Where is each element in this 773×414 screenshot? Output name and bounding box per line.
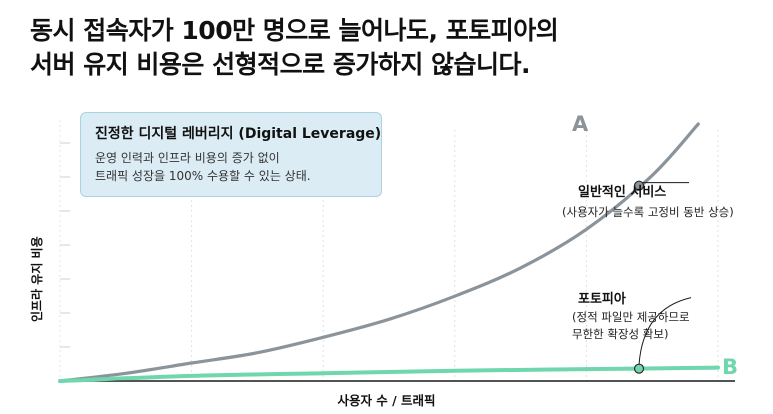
highlight-points <box>633 180 645 374</box>
general-service-title: 일반적인 서비스 <box>578 185 667 200</box>
headline: 동시 접속자가 100만 명으로 늘어나도, 포토피아의 서버 유지 비용은 선… <box>30 14 559 82</box>
series-b-label: B <box>722 355 739 379</box>
leaders <box>638 182 692 365</box>
series <box>58 122 720 383</box>
headline-line-2: 서버 유지 비용은 선형적으로 증가하지 않습니다. <box>30 50 531 79</box>
photopia-desc-line-1: (정적 파일만 제공하므로 <box>572 310 690 324</box>
highlight-point-a <box>633 180 645 191</box>
general-service-desc: (사용자가 늘수록 고정비 동반 상승) <box>562 205 734 219</box>
info-box-line-1: 운영 인력과 인프라 비용의 증가 없이 <box>95 151 280 165</box>
photopia-desc-line-2: 무한한 확장성 확보) <box>572 327 669 341</box>
info-box: 진정한 디지털 레버리지 (Digital Leverage) 운영 인력과 인… <box>80 112 382 197</box>
info-box-title: 진정한 디지털 레버리지 (Digital Leverage) <box>95 126 382 142</box>
highlight-point-b <box>633 363 645 374</box>
series-a-label: A <box>572 112 589 136</box>
series-line-a <box>58 122 700 383</box>
series-line-b <box>58 365 720 383</box>
leader-line-b <box>638 297 692 365</box>
headline-line-1: 동시 접속자가 100만 명으로 늘어나도, 포토피아의 <box>30 16 559 45</box>
y-axis-label: 인프라 유지 비용 <box>30 236 44 322</box>
photopia-title: 포토피아 <box>578 292 626 307</box>
x-axis-label: 사용자 수 / 트래픽 <box>337 393 436 408</box>
info-box-line-2: 트래픽 성장을 100% 수용할 수 있는 상태. <box>95 169 311 183</box>
